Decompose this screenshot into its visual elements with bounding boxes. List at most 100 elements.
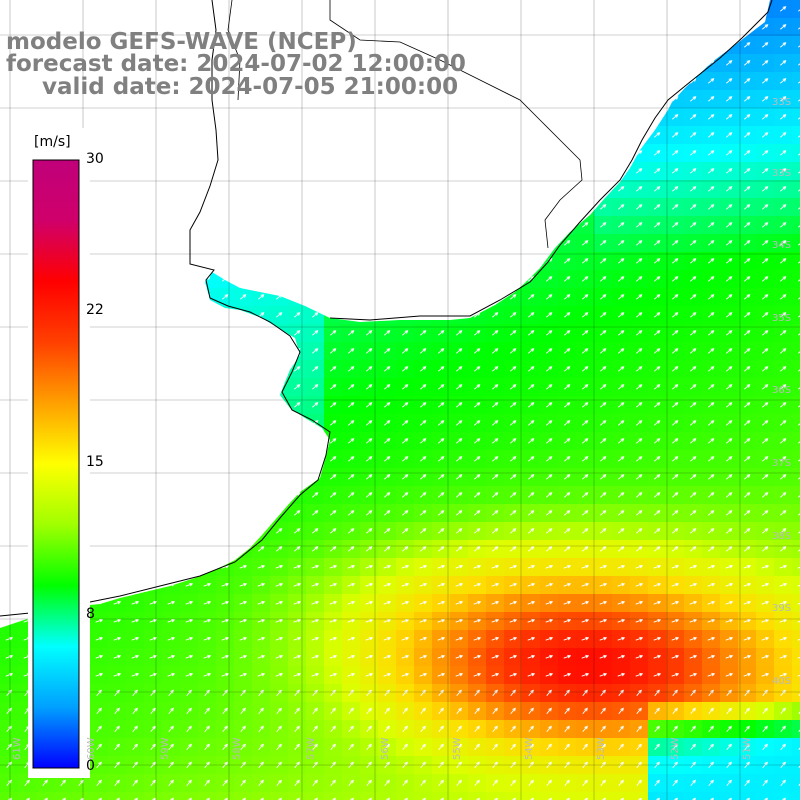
speed-cell [450, 792, 469, 800]
wind-arrow [114, 222, 121, 228]
wind-arrow [798, 366, 800, 372]
wind-arrow [708, 204, 715, 210]
wind-arrow [312, 312, 319, 318]
wind-arrow [671, 582, 680, 587]
speed-cell [666, 18, 685, 37]
speed-cell [252, 216, 271, 235]
speed-cell [468, 54, 487, 73]
wind-arrow [564, 24, 571, 30]
speed-cell [252, 450, 271, 469]
wind-arrow [762, 492, 769, 498]
wind-arrow [798, 168, 800, 174]
wind-arrow [744, 546, 751, 552]
wind-arrow [582, 743, 588, 750]
wind-arrow [474, 168, 481, 174]
wind-arrow [294, 546, 301, 552]
wind-arrow [186, 474, 193, 480]
speed-cell [270, 252, 289, 271]
wind-arrow [42, 114, 49, 120]
wind-arrow [798, 492, 800, 498]
speed-cell [792, 774, 800, 793]
speed-cell [270, 216, 289, 235]
wind-arrow [167, 564, 176, 569]
wind-arrow [150, 761, 156, 768]
wind-arrow [186, 492, 193, 498]
wind-arrow [401, 636, 410, 641]
lon-label-60w: 60W [86, 737, 97, 760]
speed-cell [216, 252, 235, 271]
wind-arrow [744, 725, 750, 732]
wind-arrow [744, 402, 751, 408]
speed-cell [216, 180, 235, 199]
wind-arrow [798, 6, 800, 12]
wind-arrow [348, 797, 354, 800]
wind-arrow [600, 348, 607, 354]
wind-arrow [474, 114, 481, 120]
wind-arrow [582, 474, 589, 480]
wind-arrow [384, 438, 391, 444]
wind-arrow [438, 168, 445, 174]
wind-arrow [438, 707, 444, 714]
speed-cell [216, 468, 235, 487]
wind-arrow [222, 222, 229, 228]
wind-arrow [474, 204, 481, 210]
wind-arrow [384, 689, 390, 696]
wind-arrow [239, 582, 248, 587]
wind-arrow [60, 114, 67, 120]
wind-arrow [437, 618, 446, 623]
wind-arrow [96, 204, 103, 210]
wind-arrow [186, 779, 192, 786]
wind-arrow [132, 492, 139, 498]
wind-arrow [582, 186, 589, 192]
wind-arrow [636, 132, 643, 138]
wind-arrow [402, 150, 409, 156]
wind-arrow [474, 42, 481, 48]
speed-cell [162, 504, 181, 523]
wind-arrow [474, 348, 481, 354]
wind-arrow [384, 240, 391, 246]
wind-arrow [221, 654, 230, 659]
wind-arrow [222, 492, 229, 498]
wind-arrow [312, 366, 319, 372]
speed-cell [450, 144, 469, 163]
wind-arrow [474, 294, 481, 300]
speed-cell [486, 162, 505, 181]
wind-arrow [492, 348, 499, 354]
speed-cell [792, 396, 800, 415]
wind-arrow [600, 6, 607, 12]
wind-arrow [672, 725, 678, 732]
wind-arrow [420, 384, 427, 390]
speed-cell [504, 144, 523, 163]
wind-arrow [708, 384, 715, 390]
wind-arrow [690, 420, 697, 426]
wind-arrow [707, 672, 716, 677]
wind-arrow [168, 258, 175, 264]
speed-cell [792, 252, 800, 271]
wind-arrow [294, 456, 301, 462]
wind-arrow [294, 186, 301, 192]
wind-arrow [438, 779, 444, 786]
wind-arrow [474, 528, 481, 534]
wind-arrow [149, 672, 158, 677]
wind-arrow [492, 725, 498, 732]
wind-arrow [95, 636, 104, 641]
wind-arrow [564, 402, 571, 408]
speed-cell [522, 144, 541, 163]
wind-arrow [708, 707, 714, 714]
wind-arrow [635, 654, 644, 659]
wind-arrow [203, 636, 212, 641]
wind-arrow [365, 636, 374, 641]
wind-arrow [258, 204, 265, 210]
wind-arrow [5, 618, 14, 623]
wind-arrow [438, 510, 445, 516]
wind-arrow [564, 743, 570, 750]
wind-arrow [167, 618, 176, 623]
wind-arrow [150, 294, 157, 300]
speed-cell [540, 108, 559, 127]
wind-arrow [168, 761, 174, 768]
wind-arrow [96, 761, 102, 768]
speed-cell [162, 306, 181, 325]
wind-arrow [564, 258, 571, 264]
speed-cell [270, 180, 289, 199]
wind-arrow [276, 725, 282, 732]
